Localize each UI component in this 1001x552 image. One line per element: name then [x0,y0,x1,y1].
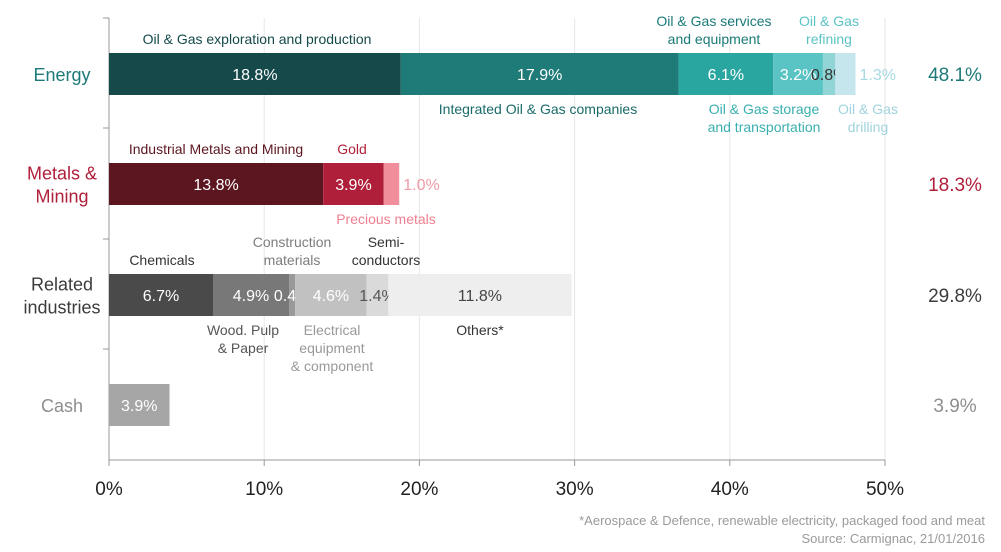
bar-segment [109,274,213,316]
x-tick-label: 30% [556,479,594,500]
bar-segment [366,274,389,316]
segment-value-label: 17.9% [517,67,562,84]
total-label: 48.1% [928,65,982,86]
segment-name-label: Oil & Gas drilling [838,101,898,135]
category-label: Energy [33,65,90,85]
bar-segment [835,53,856,95]
segment-value-label: 4.9% [233,288,269,305]
total-label: 3.9% [933,396,976,417]
bar-segment [388,274,572,316]
segment-value-label: 1.4% [359,288,395,305]
bar-segment [109,163,324,205]
segment-value-label: 3.9% [335,177,371,194]
segment-name-label: Oil & Gas storage and transportation [708,101,821,135]
bar-segment [109,53,401,95]
x-tick-label: 20% [400,479,438,500]
total-label: 29.8% [928,286,982,307]
segment-value-label: 3.9% [121,398,157,415]
x-tick-label: 40% [711,479,749,500]
segment-value-label: 6.7% [143,288,179,305]
segment-name-label: Industrial Metals and Mining [129,141,303,157]
segment-value-label: 4.6% [313,288,349,305]
bar-segment [773,53,823,95]
segment-name-label: Electrical equipment & component [291,322,374,374]
bar-segment [295,274,367,316]
segment-value-label: 1.3% [860,67,896,84]
x-tick-label: 0% [95,479,123,500]
source-note: Source: Carmignac, 21/01/2016 [801,531,985,546]
segment-value-label: 13.8% [193,177,238,194]
segment-name-label: Integrated Oil & Gas companies [439,101,637,117]
segment-value-label: 6.1% [708,67,744,84]
segment-value-label: 1.0% [403,177,439,194]
segment-value-label: 11.8% [458,288,502,305]
bar-segment [383,163,400,205]
segment-name-label: Oil & Gas refining [799,13,859,47]
bar-segment [109,384,170,426]
segment-name-label: Oil & Gas exploration and production [143,31,372,47]
segment-value-label: 3.2% [780,67,816,84]
footnote: *Aerospace & Defence, renewable electric… [579,513,985,528]
x-tick-label: 10% [245,479,283,500]
total-label: 18.3% [928,175,982,196]
bar-segment [323,163,384,205]
segment-name-label: Others* [456,322,504,338]
category-label: Metals & Mining [27,164,97,207]
category-label: Cash [41,396,83,416]
bar-segment [212,274,290,316]
segment-name-label: Construction materials [253,234,332,268]
bar-segment [822,53,836,95]
segment-name-label: Gold [337,141,367,157]
segment-name-label: Oil & Gas services and equipment [656,13,771,47]
segment-name-label: Wood. Pulp & Paper [207,322,279,356]
bar-segment [400,53,679,95]
segment-name-label: Semi-conductors [352,234,420,268]
bar-segment [289,274,296,316]
segment-value-label: 18.8% [232,67,277,84]
bar-segment [678,53,774,95]
segment-name-label: Chemicals [129,252,194,268]
x-tick-label: 50% [866,479,904,500]
segment-name-label: Precious metals [336,211,436,227]
category-label: Related industries [23,275,100,318]
